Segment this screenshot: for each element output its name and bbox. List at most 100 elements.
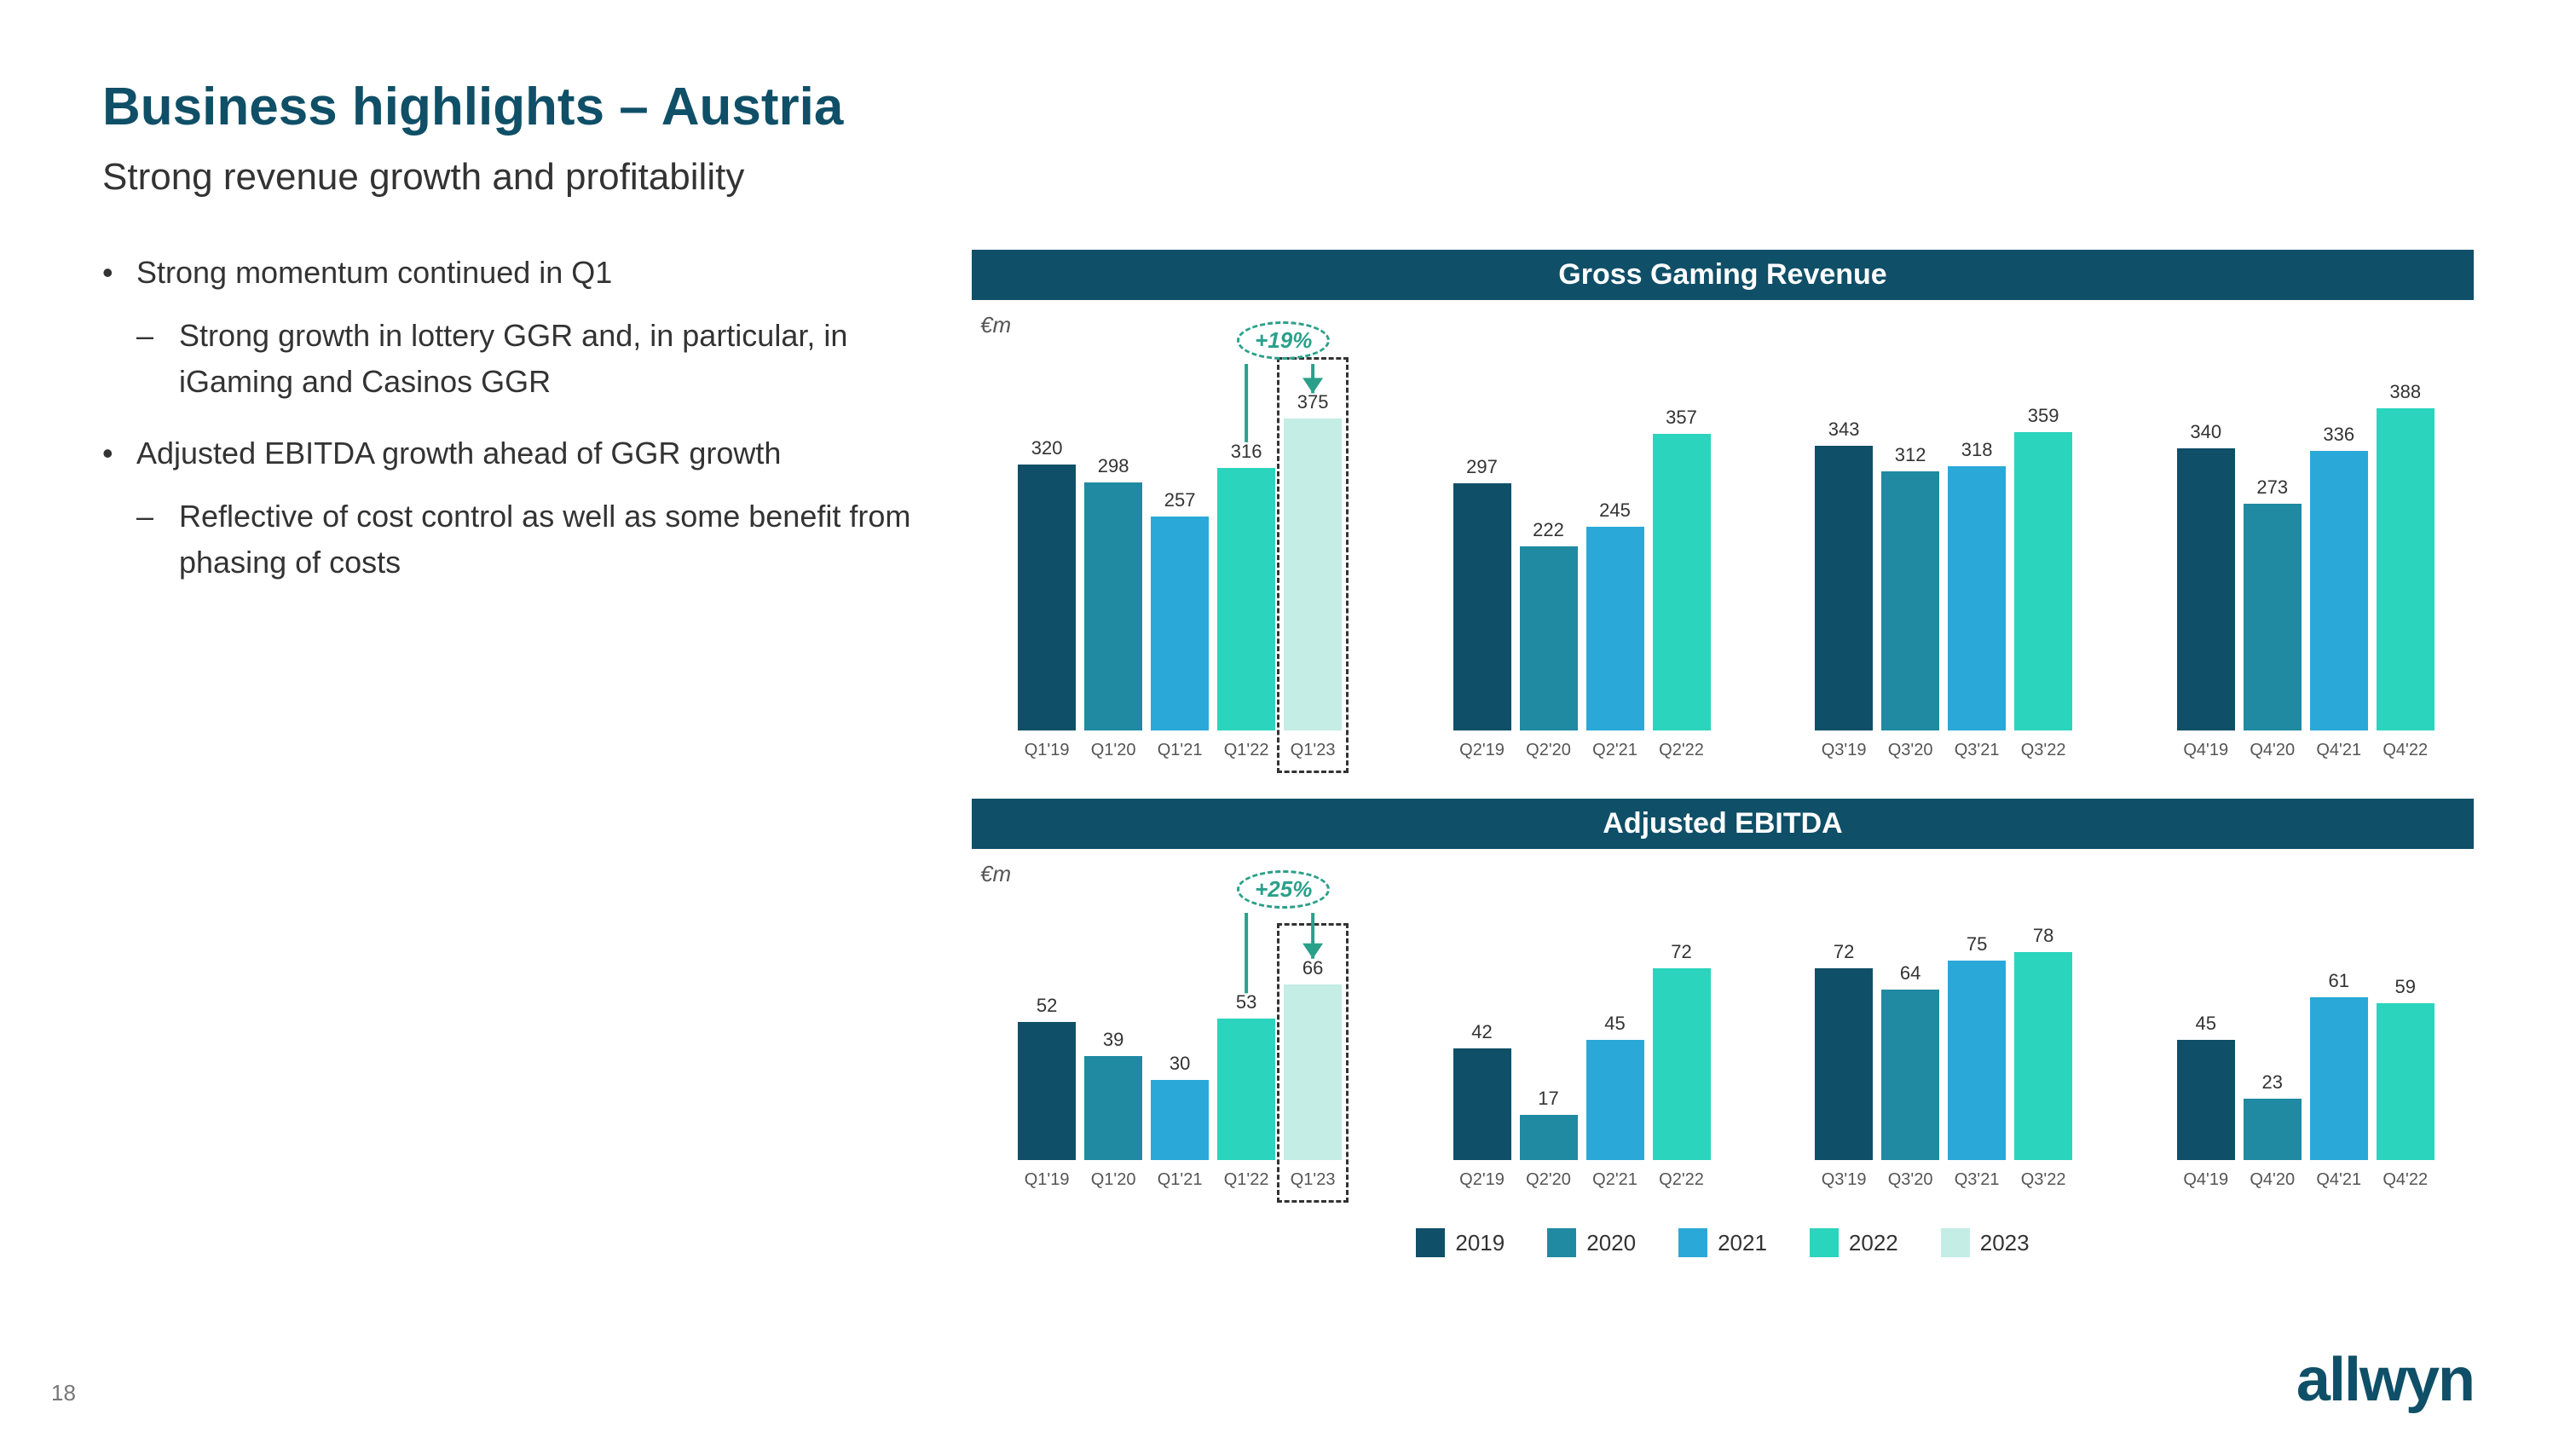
bar-value-label: 42 xyxy=(1471,1021,1492,1043)
bar-group: 45Q4'1923Q4'20 61 Q4'21 59 Q4'22 xyxy=(2146,887,2465,1194)
bar-value-label: 316 xyxy=(1231,441,1262,463)
bar-x-label: Q1'20 xyxy=(1091,741,1136,765)
bar: 30 Q1'21 xyxy=(1151,1053,1209,1194)
bar-x-label: Q3'22 xyxy=(2021,1170,2066,1194)
bullet-list: Strong momentum continued in Q1Strong gr… xyxy=(102,250,921,1257)
bar-rect xyxy=(1084,1056,1142,1160)
bar-rect xyxy=(2244,1099,2302,1160)
bar-value-label: 312 xyxy=(1895,444,1926,466)
bar-x-label: Q3'19 xyxy=(1822,741,1867,765)
bar-x-label: Q3'20 xyxy=(1888,741,1933,765)
bar-rect xyxy=(1815,968,1873,1160)
bar: 66Q1'23 xyxy=(1284,957,1342,1194)
bar-x-label: Q2'21 xyxy=(1592,1170,1637,1194)
bar-value-label: 66 xyxy=(1302,957,1323,979)
bar: 297Q2'19 xyxy=(1453,456,1511,765)
bar: 39 Q1'20 xyxy=(1084,1029,1142,1194)
sub-bullet-item: Strong growth in lottery GGR and, in par… xyxy=(136,313,921,405)
growth-callout: +25% xyxy=(1237,870,1330,909)
bar-rect xyxy=(1948,961,2006,1160)
bar-x-label: Q2'22 xyxy=(1659,741,1704,765)
bar-rect xyxy=(2377,1003,2434,1160)
bar-rect xyxy=(1653,968,1711,1160)
bar-value-label: 257 xyxy=(1164,489,1196,511)
bar-x-label: Q4'21 xyxy=(2316,1170,2361,1194)
bar-value-label: 359 xyxy=(2028,405,2059,427)
bar: 45Q4'19 xyxy=(2177,1013,2235,1194)
bar: 357Q2'22 xyxy=(1653,407,1711,765)
brand-logo: allwyn xyxy=(2296,1345,2474,1415)
chart-title: Adjusted EBITDA xyxy=(972,799,2474,849)
bar-value-label: 75 xyxy=(1967,933,1987,955)
bar-rect xyxy=(2310,997,2368,1160)
bar-value-label: 39 xyxy=(1103,1029,1123,1051)
bar: 78Q3'22 xyxy=(2014,925,2072,1194)
bar-x-label: Q2'20 xyxy=(1526,1170,1571,1194)
bar: 312 Q3'20 xyxy=(1881,444,1939,765)
bar: 245 Q2'21 xyxy=(1586,499,1644,765)
bar-group: 297Q2'19222Q2'20245Q2'21357Q2'22 xyxy=(1422,338,1741,765)
legend-label: 2022 xyxy=(1849,1230,1898,1256)
bar-value-label: 72 xyxy=(1834,941,1854,963)
bar-value-label: 336 xyxy=(2323,424,2354,446)
bar-rect xyxy=(1151,1080,1209,1160)
bar-rect xyxy=(1151,517,1209,730)
bar-rect xyxy=(1284,419,1342,730)
bar: 42 Q2'19 xyxy=(1453,1021,1511,1194)
bar-rect xyxy=(1453,483,1511,730)
bar: 59 Q4'22 xyxy=(2377,976,2434,1194)
bar: 298Q1'20 xyxy=(1084,455,1142,765)
bar-x-label: Q4'21 xyxy=(2316,741,2361,765)
bar-x-label: Q2'22 xyxy=(1659,1170,1704,1194)
bar-rect xyxy=(1815,446,1873,730)
bar-x-label: Q4'19 xyxy=(2183,1170,2228,1194)
bar-x-label: Q3'22 xyxy=(2021,741,2066,765)
bar-value-label: 30 xyxy=(1170,1053,1190,1075)
bar-rect xyxy=(1018,465,1076,730)
legend-label: 2019 xyxy=(1455,1230,1505,1256)
bar-x-label: Q4'22 xyxy=(2383,741,2428,765)
bar-value-label: 297 xyxy=(1466,456,1498,478)
bar-value-label: 64 xyxy=(1900,962,1920,984)
bar: 52 Q1'19 xyxy=(1018,995,1076,1195)
bar-group: 52Q1'1939Q1'2030Q1'2153Q1'2266Q1'23 xyxy=(980,887,1379,1194)
bar: 45Q2'21 xyxy=(1586,1013,1644,1194)
bar-group: 320Q1'19298Q1'20257Q1'21316Q1'22375Q1'23 xyxy=(980,338,1379,765)
bar-rect xyxy=(1653,434,1711,730)
bar-x-label: Q2'21 xyxy=(1592,741,1637,765)
chart-block: Gross Gaming Revenue€m320Q1'19298Q1'2025… xyxy=(972,250,2474,765)
bar-rect xyxy=(2177,448,2235,731)
legend-swatch xyxy=(1678,1228,1707,1257)
bar-group: 42Q2'1917Q2'2045Q2'2172Q2'22 xyxy=(1422,887,1741,1194)
bar-value-label: 52 xyxy=(1037,995,1057,1017)
bar: 336 Q4'21 xyxy=(2310,424,2368,765)
legend-swatch xyxy=(1810,1228,1839,1257)
legend: 20192020202120222023 xyxy=(972,1228,2474,1257)
bar-rect xyxy=(2014,952,2072,1160)
bar-value-label: 61 xyxy=(2328,970,2348,992)
bar-x-label: Q1'19 xyxy=(1025,1170,1070,1194)
bar-rect xyxy=(1217,1019,1275,1160)
bar-rect xyxy=(1284,984,1342,1160)
legend-label: 2021 xyxy=(1718,1230,1767,1256)
bar-value-label: 59 xyxy=(2394,976,2415,998)
bar: 388Q4'22 xyxy=(2377,381,2434,765)
legend-swatch xyxy=(1941,1228,1970,1257)
bar: 64Q3'20 xyxy=(1881,962,1939,1194)
bar-x-label: Q3'21 xyxy=(1955,741,2000,765)
bar-value-label: 320 xyxy=(1031,437,1063,459)
bar-x-label: Q4'19 xyxy=(2183,741,2228,765)
bar-x-label: Q1'21 xyxy=(1158,1170,1203,1194)
bar-x-label: Q1'20 xyxy=(1091,1170,1136,1194)
bar: 359 Q3'22 xyxy=(2014,405,2072,765)
bar-value-label: 273 xyxy=(2256,476,2288,499)
bar-value-label: 340 xyxy=(2190,421,2221,443)
bar-value-label: 245 xyxy=(1599,499,1631,522)
bar-x-label: Q4'22 xyxy=(2383,1170,2428,1194)
bar-value-label: 222 xyxy=(1533,519,1564,541)
bar: 316Q1'22 xyxy=(1217,441,1275,765)
bar-x-label: Q2'19 xyxy=(1459,1170,1505,1194)
bar: 23Q4'20 xyxy=(2244,1071,2302,1194)
bar: 257 Q1'21 xyxy=(1151,489,1209,765)
bar-x-label: Q1'21 xyxy=(1158,741,1203,765)
